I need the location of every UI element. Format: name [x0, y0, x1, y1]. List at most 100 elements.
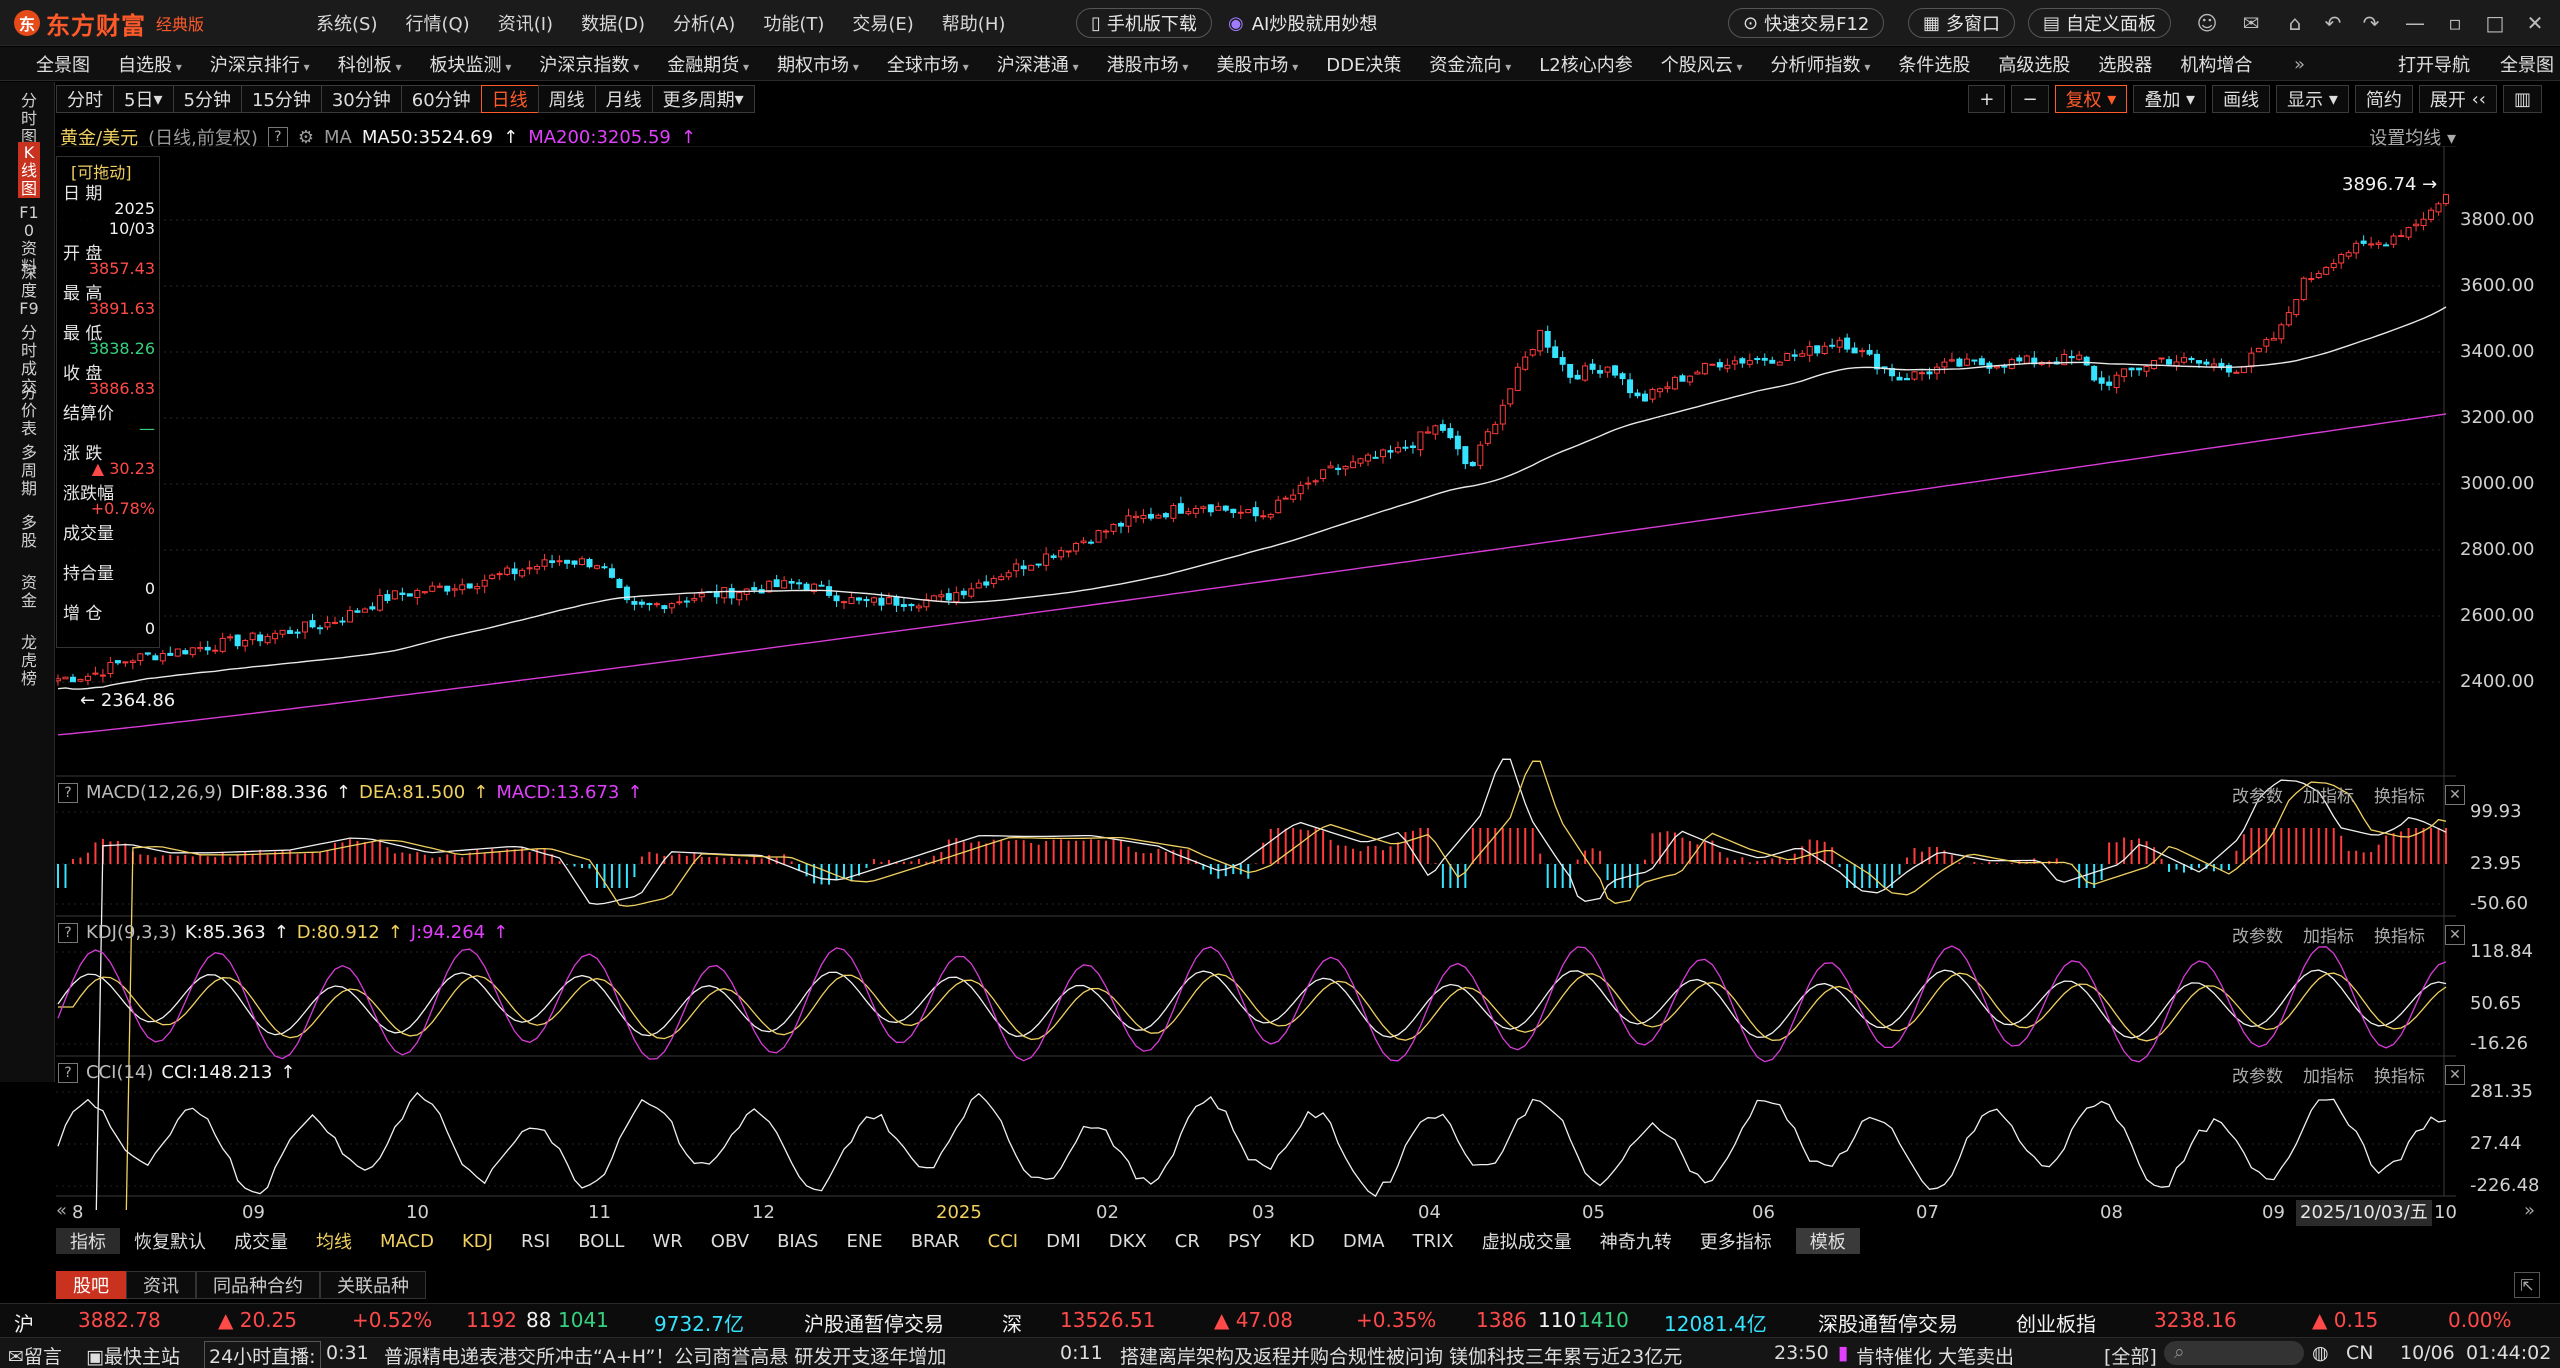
- nav-item[interactable]: 个股风云: [1647, 51, 1757, 77]
- menu-item[interactable]: 交易(E): [852, 14, 914, 35]
- menu-item[interactable]: 数据(D): [581, 14, 645, 35]
- nav-more-icon[interactable]: »: [2294, 53, 2306, 75]
- indicator-item[interactable]: 成交量: [234, 1232, 288, 1253]
- sidebar-item[interactable]: F10资料: [19, 203, 39, 276]
- nav-item[interactable]: 全球市场: [873, 51, 983, 77]
- period-button[interactable]: 15分钟: [240, 85, 322, 113]
- period-button[interactable]: 5日 ▾: [113, 85, 174, 113]
- info-tab[interactable]: 资讯: [126, 1271, 196, 1299]
- ma-settings-link[interactable]: 设置均线 ▾: [2369, 128, 2456, 149]
- nav-item[interactable]: 美股市场: [1202, 51, 1312, 77]
- indicator-item[interactable]: CR: [1174, 1230, 1200, 1252]
- indicator-item[interactable]: RSI: [520, 1230, 551, 1252]
- macd-help-icon[interactable]: ?: [58, 782, 78, 803]
- scroll-left-icon[interactable]: «: [56, 1200, 68, 1221]
- panel-button[interactable]: 换指标: [2374, 927, 2425, 947]
- indicator-item[interactable]: 均线: [316, 1232, 352, 1253]
- adjust-button[interactable]: 复权 ▾: [2054, 85, 2128, 113]
- sidebar-item[interactable]: 深度F9: [19, 263, 39, 318]
- settings-icon[interactable]: ⚙: [297, 126, 314, 148]
- period-button[interactable]: 月线: [594, 85, 653, 113]
- info-tab[interactable]: 关联品种: [320, 1271, 426, 1299]
- menu-item[interactable]: 帮助(H): [941, 14, 1006, 35]
- nav-item[interactable]: 自选股: [104, 51, 196, 77]
- minimize-icon[interactable]: —: [2405, 11, 2425, 35]
- nav-item[interactable]: 沪深港通: [983, 51, 1093, 77]
- news-item-2[interactable]: 搭建离岸架构及返程并购合规性被问询 镁伽科技三年累亏近23亿元: [1120, 1346, 1683, 1368]
- indicator-item[interactable]: 虚拟成交量: [1481, 1232, 1572, 1253]
- indicator-item[interactable]: OBV: [710, 1230, 750, 1252]
- panel-button[interactable]: 改参数: [2232, 927, 2283, 947]
- restore-icon[interactable]: ▫: [2448, 11, 2462, 35]
- menu-item[interactable]: 功能(T): [763, 14, 825, 35]
- alert-item[interactable]: 肯特催化 大笔卖出: [1856, 1346, 2015, 1368]
- period-button[interactable]: 周线: [537, 85, 596, 113]
- nav-item[interactable]: 沪深京排行: [196, 51, 324, 77]
- search-input[interactable]: ⌕: [2164, 1341, 2304, 1365]
- panel-button[interactable]: 加指标: [2303, 1067, 2354, 1087]
- period-button[interactable]: 分时: [56, 85, 114, 113]
- custom-panel-button[interactable]: ▤ 自定义面板: [2028, 8, 2172, 38]
- lang-button[interactable]: CN: [2346, 1342, 2374, 1364]
- nav-item[interactable]: 全景图: [36, 55, 90, 76]
- indicator-item[interactable]: 神奇九转: [1599, 1232, 1672, 1253]
- menu-item[interactable]: 行情(Q): [405, 14, 470, 35]
- chart-canvas[interactable]: [56, 146, 2456, 1210]
- indicator-item[interactable]: PSY: [1227, 1230, 1262, 1252]
- nav-item[interactable]: 港股市场: [1093, 51, 1203, 77]
- indicator-item[interactable]: DKX: [1108, 1230, 1147, 1252]
- indicator-item[interactable]: 更多指标: [1699, 1232, 1772, 1253]
- info-tab[interactable]: 同品种合约: [196, 1271, 320, 1299]
- nav-item[interactable]: 选股器: [2098, 55, 2153, 76]
- nav-item[interactable]: 条件选股: [1898, 55, 1971, 76]
- panel-button[interactable]: 加指标: [2303, 787, 2354, 807]
- help-icon[interactable]: ?: [267, 127, 288, 147]
- back-icon[interactable]: ↶: [2324, 11, 2342, 35]
- mail-icon[interactable]: ✉: [2242, 11, 2260, 35]
- sidebar-item[interactable]: 分价表: [20, 383, 37, 438]
- panel-button[interactable]: 改参数: [2232, 787, 2283, 807]
- period-button[interactable]: 30分钟: [320, 85, 402, 113]
- maximize-icon[interactable]: □: [2485, 11, 2505, 35]
- nav-item[interactable]: 科创板: [324, 51, 416, 77]
- mobile-download-button[interactable]: ▯ 手机版下载: [1076, 8, 1212, 38]
- display-button[interactable]: 显示 ▾: [2276, 85, 2349, 113]
- nav-item[interactable]: 分析师指数: [1757, 51, 1885, 77]
- nav-item[interactable]: L2核心内参: [1539, 55, 1633, 76]
- close-icon[interactable]: ✕: [2526, 11, 2544, 35]
- drag-handle[interactable]: [可拖动]: [71, 163, 132, 182]
- forward-icon[interactable]: ↷: [2362, 11, 2380, 35]
- sh-connect-status[interactable]: 沪股通暂停交易: [804, 1312, 944, 1336]
- zoom-in-button[interactable]: +: [1968, 85, 2006, 113]
- indicator-item[interactable]: CCI: [987, 1230, 1019, 1252]
- panel-button[interactable]: 换指标: [2374, 787, 2425, 807]
- panorama-link[interactable]: 全景图: [2500, 55, 2554, 76]
- quick-trade-button[interactable]: ⊙ 快速交易F12: [1728, 8, 1885, 38]
- nav-item[interactable]: 高级选股: [1998, 55, 2071, 76]
- cci-help-icon[interactable]: ?: [58, 1062, 78, 1083]
- indicator-item[interactable]: WR: [652, 1230, 683, 1252]
- panel-button[interactable]: 换指标: [2374, 1067, 2425, 1087]
- panel-close-icon[interactable]: ✕: [2445, 784, 2465, 805]
- zoom-out-button[interactable]: −: [2011, 85, 2049, 113]
- menu-item[interactable]: 分析(A): [672, 14, 736, 35]
- draw-button[interactable]: 画线: [2212, 85, 2271, 113]
- indicator-item[interactable]: DMI: [1046, 1230, 1081, 1252]
- panel-close-icon[interactable]: ✕: [2445, 1064, 2465, 1085]
- news-item-1[interactable]: 普源精电递表港交所冲击“A+H”！公司商誉高悬 研发开支逐年增加: [384, 1346, 947, 1368]
- live-label[interactable]: 24小时直播:: [204, 1341, 321, 1368]
- layout-icon[interactable]: ▥: [2502, 85, 2542, 113]
- sidebar-item[interactable]: K线图: [18, 142, 40, 198]
- indicator-item[interactable]: BOLL: [578, 1230, 625, 1252]
- host-button[interactable]: ▣最快主站: [86, 1346, 180, 1368]
- period-button[interactable]: 日线: [480, 85, 539, 113]
- indicator-item[interactable]: 恢复默认: [134, 1232, 206, 1253]
- user-icon[interactable]: ☺: [2196, 11, 2218, 35]
- indicator-item[interactable]: ENE: [846, 1230, 883, 1252]
- overlay-button[interactable]: 叠加 ▾: [2133, 85, 2207, 113]
- sh-index-price[interactable]: 3882.78: [78, 1308, 161, 1332]
- indicator-item[interactable]: TRIX: [1412, 1230, 1454, 1252]
- sidebar-item[interactable]: 资金: [20, 573, 37, 610]
- nav-item[interactable]: 机构增合: [2180, 55, 2253, 76]
- all-news-button[interactable]: [全部]: [2104, 1346, 2157, 1368]
